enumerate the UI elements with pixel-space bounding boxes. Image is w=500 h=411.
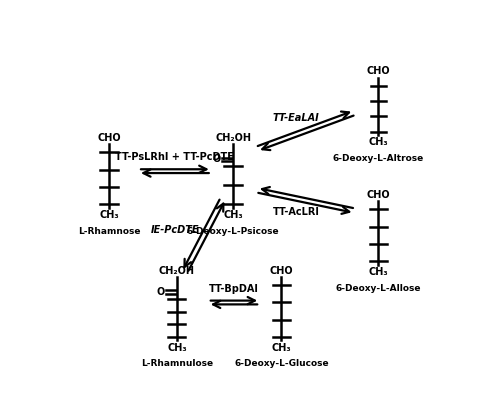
Text: O: O [156, 287, 164, 298]
Text: 6-Deoxy-L-Altrose: 6-Deoxy-L-Altrose [332, 154, 424, 163]
Text: CH₃: CH₃ [368, 267, 388, 277]
Text: CHO: CHO [270, 266, 293, 276]
Text: O: O [212, 155, 220, 164]
Text: 6-Deoxy-L-Psicose: 6-Deoxy-L-Psicose [186, 226, 280, 236]
Text: CH₃: CH₃ [99, 210, 119, 220]
Text: 6-Deoxy-L-Glucose: 6-Deoxy-L-Glucose [234, 360, 329, 368]
Text: TT-BpDAI: TT-BpDAI [209, 284, 259, 293]
Text: CH₃: CH₃ [368, 137, 388, 147]
Text: CHO: CHO [97, 133, 121, 143]
Text: TT-EaLAI: TT-EaLAI [272, 113, 320, 122]
Text: CH₃: CH₃ [272, 343, 291, 353]
Text: 6-Deoxy-L-Allose: 6-Deoxy-L-Allose [336, 284, 421, 293]
Text: TT-PsLRhI + TT-PcDTE: TT-PsLRhI + TT-PcDTE [116, 152, 234, 162]
Text: CH₂OH: CH₂OH [159, 266, 195, 276]
Text: L-Rhamnulose: L-Rhamnulose [141, 360, 213, 368]
Text: TT-AcLRI: TT-AcLRI [272, 208, 320, 217]
Text: CH₂OH: CH₂OH [215, 133, 251, 143]
Text: L-Rhamnose: L-Rhamnose [78, 226, 140, 236]
Text: CHO: CHO [366, 189, 390, 200]
Text: CH₃: CH₃ [167, 343, 186, 353]
Text: IE-PcDTE: IE-PcDTE [150, 226, 199, 236]
Text: CH₃: CH₃ [223, 210, 243, 220]
Text: CHO: CHO [366, 66, 390, 76]
